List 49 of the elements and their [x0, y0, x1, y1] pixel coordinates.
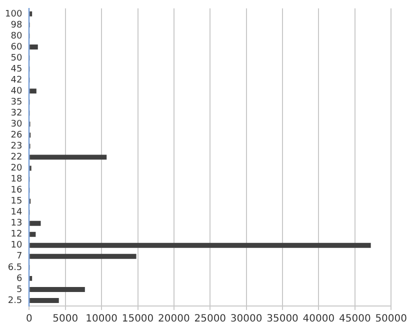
y-tick-label: 45	[10, 64, 22, 74]
y-tick-label: 32	[10, 108, 22, 118]
y-tick-label: 2.5	[8, 296, 22, 306]
y-tick-label: 23	[10, 142, 22, 152]
x-tick-label: 50000	[375, 314, 407, 325]
y-tick-label: 18	[10, 174, 22, 185]
bar	[30, 242, 371, 248]
bar	[30, 11, 32, 16]
bar	[30, 276, 32, 281]
bar	[30, 232, 36, 237]
y-tick-label: 14	[10, 208, 22, 218]
bar	[30, 298, 59, 303]
y-tick-label: 30	[10, 119, 22, 130]
y-tick-label: 16	[10, 186, 22, 196]
y-tick-label: 80	[10, 31, 22, 42]
y-tick-label: 100	[4, 9, 22, 20]
bar	[30, 254, 136, 259]
y-tick-label: 42	[10, 75, 22, 86]
x-tick-label: 0	[26, 314, 32, 325]
y-tick-label: 6.5	[8, 262, 22, 273]
y-tick-label: 13	[10, 218, 22, 229]
x-tick-label: 35000	[266, 314, 298, 325]
x-tick-label: 25000	[194, 314, 226, 325]
y-tick-label: 5	[16, 284, 22, 295]
y-tick-label: 20	[10, 164, 22, 174]
x-tick-label: 15000	[122, 314, 154, 325]
x-tick-label: 10000	[86, 314, 118, 325]
y-tick-label: 98	[10, 20, 22, 30]
y-tick-label: 12	[10, 230, 22, 240]
x-tick-label: 20000	[158, 314, 190, 325]
y-tick-label: 7	[16, 252, 22, 262]
y-tick-label: 26	[10, 130, 22, 140]
x-tick-label: 5000	[52, 314, 78, 325]
bar	[30, 154, 107, 160]
y-tick-label: 40	[10, 86, 22, 96]
y-tick-label: 22	[10, 152, 22, 163]
x-tick-label: 45000	[338, 314, 371, 325]
bar	[30, 220, 41, 226]
bar	[30, 44, 38, 50]
bar	[30, 88, 36, 94]
x-tick-label: 30000	[230, 314, 262, 325]
y-tick-label: 15	[10, 196, 22, 207]
bar	[30, 286, 85, 292]
y-tick-label: 50	[10, 53, 22, 64]
y-tick-label: 35	[10, 97, 22, 108]
x-tick-label: 40000	[302, 314, 335, 325]
y-tick-label: 6	[16, 274, 22, 284]
y-tick-label: 60	[10, 42, 22, 52]
y-tick-label: 10	[10, 240, 22, 251]
